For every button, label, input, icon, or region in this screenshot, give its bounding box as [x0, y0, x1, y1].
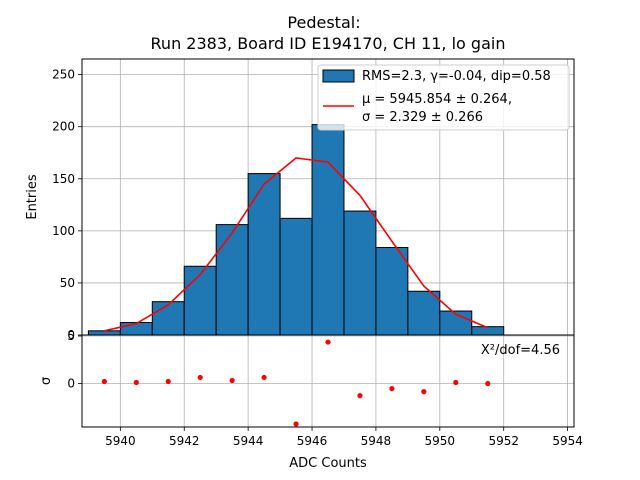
top-y-axis-label: Entries: [25, 174, 40, 220]
legend-hist-label: RMS=2.3, γ=-0.04, dip=0.58: [362, 69, 551, 84]
chart-title-line2: Run 2383, Board ID E194170, CH 11, lo ga…: [151, 34, 506, 53]
chi2-annotation: X²/dof=4.56: [481, 343, 560, 358]
histogram-bar: [87, 330, 121, 336]
x-tick-label: 5952: [488, 434, 519, 448]
histogram-bar: [247, 173, 281, 336]
histogram-bar: [407, 290, 441, 336]
histogram-bar: [471, 326, 505, 336]
top-y-tick-label: 150: [52, 172, 75, 186]
bottom-y-axis-label: σ: [39, 377, 54, 385]
histogram-bar: [311, 124, 345, 336]
bottom-panel-y-ticks: 05: [67, 329, 82, 391]
x-tick-label: 5944: [233, 434, 264, 448]
residual-point: [325, 339, 331, 345]
legend-fit-label-line2: σ = 2.329 ± 0.266: [362, 110, 483, 125]
fit-curve-group: [104, 157, 489, 332]
fit-curve: [104, 157, 489, 332]
top-y-tick-label: 50: [60, 276, 75, 290]
residual-points: [101, 339, 491, 427]
histogram-bar: [375, 247, 409, 336]
residual-point: [453, 379, 459, 386]
top-y-tick-label: 250: [52, 68, 75, 82]
residual-point: [485, 380, 491, 387]
legend-box: [317, 64, 570, 131]
chart-title-line1: Pedestal:: [287, 13, 360, 32]
x-tick-label: 5954: [552, 434, 583, 448]
legend: RMS=2.3, γ=-0.04, dip=0.58 μ = 5945.854 …: [317, 64, 570, 131]
x-tick-label: 5942: [169, 434, 200, 448]
bottom-y-tick-label: 5: [67, 329, 75, 343]
histogram-bar: [215, 224, 249, 336]
legend-fit-label-line1: μ = 5945.854 ± 0.264,: [362, 92, 512, 107]
top-y-tick-label: 100: [52, 224, 75, 238]
residual-point: [101, 378, 107, 385]
residual-point: [261, 374, 267, 381]
top-y-tick-label: 0: [67, 328, 75, 342]
x-tick-label: 5940: [105, 434, 136, 448]
x-axis-ticks: 5940 5942 5944 5946 5948 5950 5952 5954: [105, 427, 583, 448]
residual-point: [357, 393, 363, 399]
top-panel-y-ticks: 0 50 100 150 200 250: [52, 68, 82, 342]
top-y-tick-label: 200: [52, 120, 75, 134]
residual-point: [421, 389, 427, 395]
bottom-panel-grid: [82, 335, 574, 427]
x-tick-label: 5946: [297, 434, 328, 448]
residual-point: [165, 378, 171, 385]
histogram-bar: [151, 301, 185, 336]
x-tick-label: 5950: [425, 434, 456, 448]
residual-point: [229, 377, 235, 384]
x-axis-label: ADC Counts: [289, 456, 367, 471]
residual-point: [293, 421, 299, 427]
histogram-bar: [279, 217, 313, 336]
legend-hist-swatch: [322, 69, 355, 83]
x-tick-label: 5948: [361, 434, 392, 448]
residual-point: [133, 379, 139, 386]
histogram-bar: [183, 265, 217, 336]
histogram-bar: [343, 210, 377, 336]
bottom-panel-frame: [81, 334, 575, 428]
residual-point: [389, 385, 395, 392]
histogram-bar: [119, 322, 153, 336]
residual-point: [197, 374, 203, 381]
bottom-y-tick-label: 0: [67, 377, 75, 391]
